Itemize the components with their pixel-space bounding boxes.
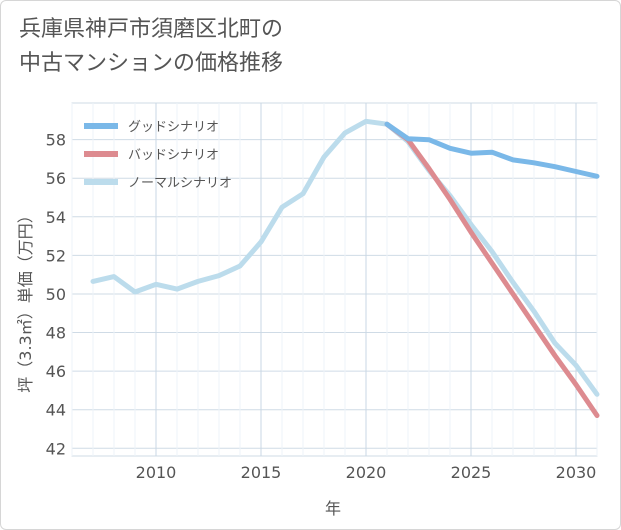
- x-tick-label: 2015: [241, 463, 282, 482]
- legend-label: グッドシナリオ: [128, 120, 219, 135]
- x-tick-label: 2010: [136, 463, 177, 482]
- y-axis-label: 坪（3.3㎡）単価（万円）: [16, 207, 35, 392]
- x-tick-label: 2020: [346, 463, 387, 482]
- y-tick-label: 54: [46, 208, 66, 227]
- page-title: 兵庫県神戸市須磨区北町の 中古マンションの価格推移: [19, 17, 284, 76]
- y-tick-label: 58: [46, 131, 66, 150]
- y-tick-label: 50: [46, 285, 66, 304]
- y-tick-label: 52: [46, 246, 66, 265]
- y-tick-label: 56: [46, 169, 66, 188]
- y-tick-label: 42: [46, 439, 66, 458]
- y-tick-label: 48: [46, 324, 66, 343]
- legend-label: バッドシナリオ: [128, 148, 219, 163]
- x-tick-label: 2030: [556, 463, 597, 482]
- tick-labels: 42 44 46 48 50 52 54 56 58 2010 2015 2020 2025 2030: [46, 131, 597, 482]
- y-tick-label: 46: [46, 362, 66, 381]
- series-line-good: [384, 121, 600, 179]
- grid: [71, 102, 598, 457]
- series-line-normal: [90, 118, 600, 397]
- series-line-bad: [384, 121, 600, 418]
- series-lines: [90, 118, 600, 418]
- legend-label: ノーマルシナリオ: [128, 176, 232, 191]
- x-tick-label: 2025: [451, 463, 492, 482]
- y-tick-label: 44: [46, 401, 66, 420]
- x-axis-label: 年: [325, 499, 341, 518]
